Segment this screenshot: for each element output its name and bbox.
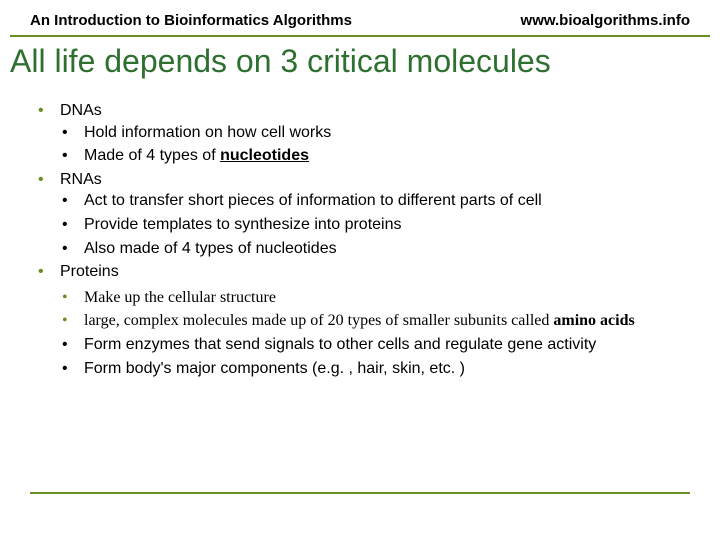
item-label: Proteins <box>60 263 119 280</box>
slide-title: All life depends on 3 critical molecules <box>0 37 720 90</box>
sub-item: Made of 4 types of nucleotides <box>62 145 690 167</box>
item-label: RNAs <box>60 171 102 188</box>
sub-list: Act to transfer short pieces of informat… <box>60 190 690 259</box>
sub-item: Also made of 4 types of nucleotides <box>62 238 690 260</box>
sub-text-bold: amino acids <box>553 312 634 329</box>
sub-text: Act to transfer short pieces of informat… <box>84 192 542 209</box>
sub-item: Form body's major components (e.g. , hai… <box>62 358 690 380</box>
sub-text: Form body's major components (e.g. , hai… <box>84 360 465 377</box>
list-item: RNAs Act to transfer short pieces of inf… <box>38 169 690 259</box>
sub-item: Hold information on how cell works <box>62 122 690 144</box>
sub-text: Make up the cellular structure <box>84 289 276 306</box>
bottom-rule <box>30 492 690 494</box>
sub-item: Form enzymes that send signals to other … <box>62 334 690 356</box>
header-right: www.bioalgorithms.info <box>521 12 690 29</box>
sub-text: Hold information on how cell works <box>84 124 331 141</box>
slide-header: An Introduction to Bioinformatics Algori… <box>0 0 720 35</box>
sub-text: Made of 4 types of <box>84 147 220 164</box>
sub-list: Hold information on how cell works Made … <box>60 122 690 167</box>
sub-text: large, complex molecules made up of 20 t… <box>84 312 553 329</box>
sub-item: Make up the cellular structure <box>62 287 690 309</box>
sub-text: Also made of 4 types of nucleotides <box>84 240 337 257</box>
bullet-list: DNAs Hold information on how cell works … <box>30 100 690 379</box>
item-label: DNAs <box>60 102 102 119</box>
sub-list-serif: Make up the cellular structure large, co… <box>60 287 690 332</box>
sub-text: Form enzymes that send signals to other … <box>84 336 596 353</box>
sub-item: Act to transfer short pieces of informat… <box>62 190 690 212</box>
sub-list: Form enzymes that send signals to other … <box>60 334 690 379</box>
sub-item: Provide templates to synthesize into pro… <box>62 214 690 236</box>
slide-content: DNAs Hold information on how cell works … <box>0 90 720 379</box>
sub-text-underlined: nucleotides <box>220 147 309 164</box>
list-item: DNAs Hold information on how cell works … <box>38 100 690 167</box>
sub-text: Provide templates to synthesize into pro… <box>84 216 402 233</box>
header-left: An Introduction to Bioinformatics Algori… <box>30 12 352 29</box>
list-item: Proteins Make up the cellular structure … <box>38 261 690 379</box>
sub-item: large, complex molecules made up of 20 t… <box>62 310 690 332</box>
